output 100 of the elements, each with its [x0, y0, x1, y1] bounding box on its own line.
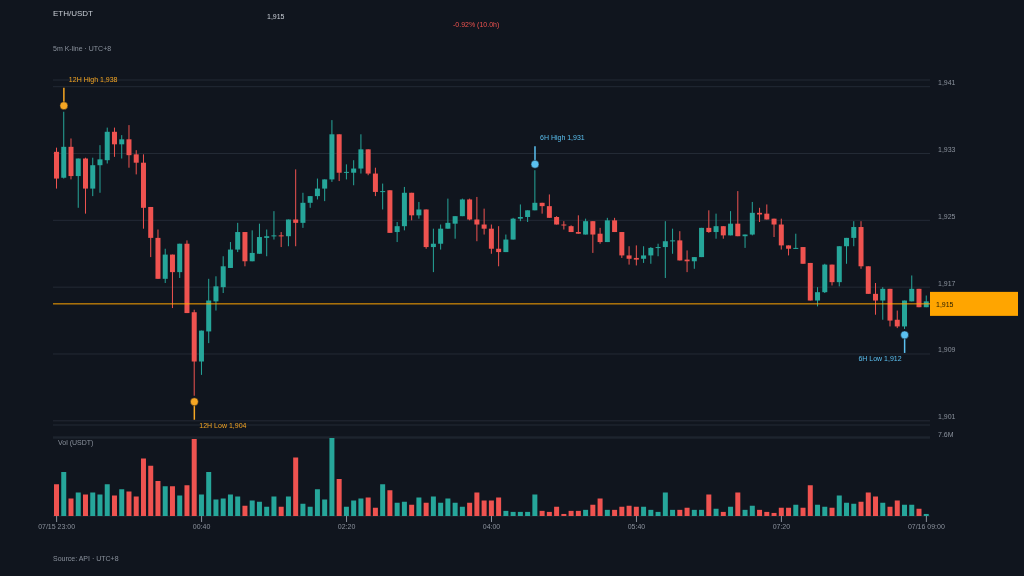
bar [706, 494, 712, 516]
bar [409, 504, 415, 516]
bar [358, 498, 364, 516]
bar [227, 494, 233, 516]
bar [575, 510, 581, 516]
bar [778, 507, 784, 516]
bar [278, 506, 284, 516]
bar [713, 508, 719, 516]
bar [177, 495, 183, 516]
bar [438, 502, 444, 516]
bar [264, 506, 270, 516]
bar [126, 491, 132, 516]
bar [467, 502, 473, 516]
bar [430, 496, 436, 516]
bar [481, 500, 487, 516]
bar [423, 502, 429, 516]
bar [510, 511, 516, 516]
bar [902, 504, 908, 516]
bar [300, 503, 306, 516]
bar [61, 471, 67, 516]
bar [380, 484, 386, 516]
bar [401, 501, 407, 516]
bar [662, 492, 668, 516]
bar [445, 498, 451, 516]
bar [249, 500, 255, 516]
bar [459, 506, 465, 516]
bar [343, 506, 349, 516]
bar [351, 500, 357, 516]
bar [293, 457, 299, 516]
bar [97, 494, 103, 516]
bar [525, 511, 531, 516]
bar [54, 484, 59, 516]
bar [858, 501, 864, 516]
bar [242, 505, 248, 516]
bar [162, 486, 168, 516]
bar [488, 500, 494, 516]
bar [633, 506, 639, 516]
bar [90, 492, 96, 516]
bar [532, 494, 538, 516]
bar [111, 495, 117, 516]
bar [271, 496, 277, 516]
bar [365, 497, 371, 516]
bar [191, 439, 197, 516]
bar [539, 510, 545, 516]
bar [285, 496, 291, 516]
bar [786, 507, 792, 516]
bar [184, 485, 190, 516]
bar [749, 505, 755, 516]
bar [387, 490, 393, 516]
bar [235, 496, 241, 516]
bar [735, 492, 741, 516]
bar [822, 506, 828, 516]
bar [894, 500, 900, 516]
bar [496, 497, 502, 516]
bar [677, 509, 683, 516]
bar [75, 492, 81, 516]
bar [851, 503, 857, 516]
bar [829, 507, 835, 516]
bar [887, 506, 893, 516]
bar [604, 509, 610, 516]
bar [104, 484, 110, 516]
bar [546, 511, 552, 516]
bar [720, 511, 726, 516]
bar [873, 496, 879, 516]
bar [568, 510, 574, 516]
bar [670, 509, 676, 516]
bar [916, 508, 922, 516]
bar [684, 507, 690, 516]
bar [394, 502, 400, 516]
bar [452, 502, 458, 516]
bar [554, 506, 560, 516]
bar [336, 479, 342, 516]
bar [329, 438, 335, 516]
bar [256, 501, 262, 516]
bar [314, 489, 320, 516]
bar [206, 471, 212, 516]
bar [213, 499, 219, 516]
bar [372, 507, 378, 516]
bar [155, 481, 161, 516]
bar [641, 506, 647, 516]
bar [865, 492, 871, 516]
bar [923, 513, 929, 516]
bar [474, 492, 480, 516]
bar [626, 505, 632, 516]
bar [119, 489, 125, 516]
bar [583, 509, 589, 516]
bar [793, 504, 799, 516]
bar [169, 486, 175, 516]
bar [517, 511, 523, 516]
bar [307, 506, 313, 516]
bar [648, 509, 654, 516]
bar [764, 511, 770, 516]
bar [148, 465, 154, 516]
bar [322, 499, 328, 516]
bar [503, 510, 509, 516]
bar [807, 485, 813, 516]
bar [133, 496, 139, 516]
bar [68, 498, 74, 516]
bar [699, 509, 705, 516]
bar [198, 494, 204, 516]
